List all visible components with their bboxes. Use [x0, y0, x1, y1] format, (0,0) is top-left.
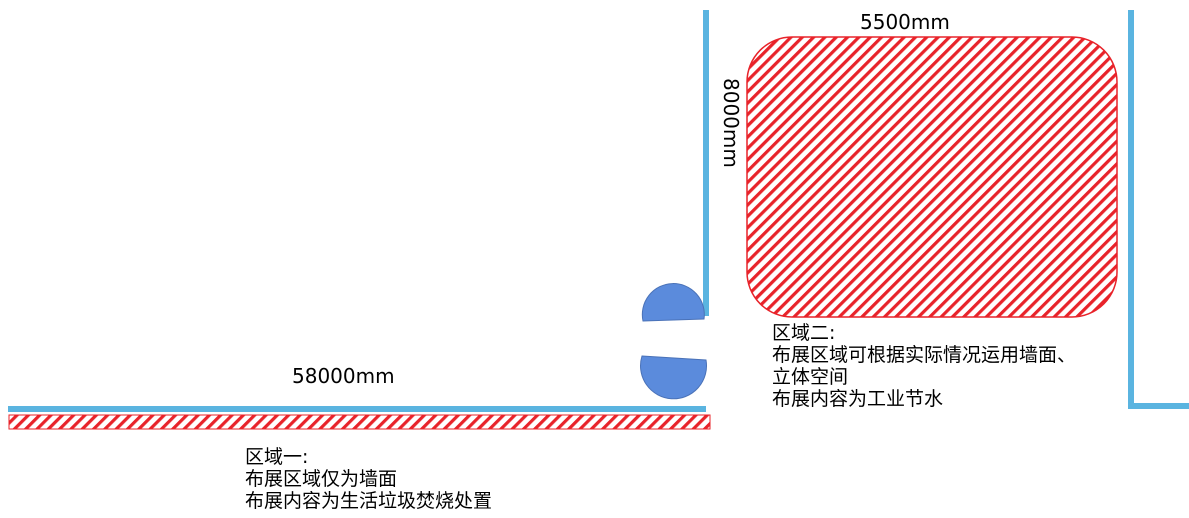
- zone1-note: 区域一: 布展区域仅为墙面 布展内容为生活垃圾焚烧处置: [245, 446, 492, 512]
- upper-door-shape: [641, 283, 705, 322]
- right-wall: [1128, 10, 1189, 409]
- dimension-length-58000: 58000mm: [292, 364, 395, 388]
- zone2-line-3: 布展内容为工业节水: [772, 388, 944, 410]
- zone2-line-2: 立体空间: [772, 366, 849, 388]
- zone1-exhibition-strip: [8, 414, 711, 430]
- zone1-line-2: 布展内容为生活垃圾焚烧处置: [245, 490, 493, 512]
- zone2-title: 区域二:: [772, 322, 836, 344]
- dimension-height-8000: 8000mm: [719, 78, 743, 168]
- zone1-line-1: 布展区域仅为墙面: [245, 468, 398, 490]
- zone1-title: 区域一:: [245, 446, 309, 468]
- zone2-exhibition-area: [746, 36, 1118, 318]
- lower-door-shape: [640, 355, 707, 400]
- dimension-width-5500: 5500mm: [860, 10, 950, 34]
- zone2-line-1: 布展区域可根据实际情况运用墙面、: [772, 344, 1077, 366]
- zone2-note: 区域二: 布展区域可根据实际情况运用墙面、 立体空间 布展内容为工业节水: [772, 322, 1076, 410]
